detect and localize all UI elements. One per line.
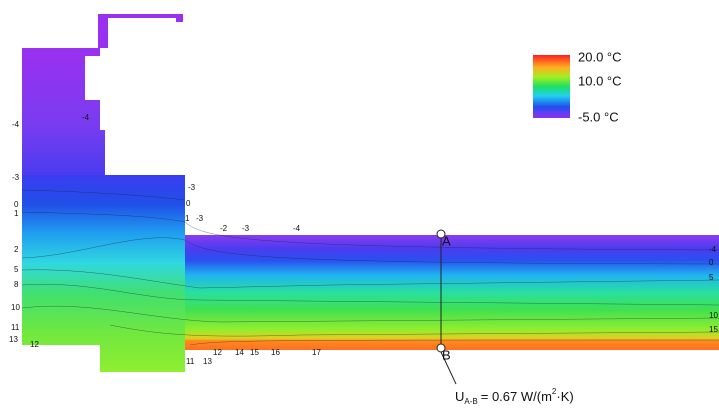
legend-label: -5.0 °C bbox=[578, 109, 619, 124]
legend-scale bbox=[533, 55, 570, 118]
isotherm-label: 14 bbox=[235, 348, 244, 357]
isotherm-label: -3 bbox=[196, 214, 204, 223]
legend-label: 20.0 °C bbox=[578, 49, 622, 64]
isotherm-label: 0 bbox=[709, 258, 714, 267]
isotherm-label: 13 bbox=[203, 357, 212, 366]
isotherm-label: -2 bbox=[220, 224, 228, 233]
isotherm-label: -4 bbox=[709, 245, 717, 254]
isotherm-label: 5 bbox=[709, 273, 714, 282]
isotherm-label: -4 bbox=[293, 224, 301, 233]
isotherm-label: 1 bbox=[14, 209, 19, 218]
isotherm-label: 16 bbox=[271, 348, 280, 357]
isotherm-label: 0 bbox=[14, 200, 19, 209]
isotherm-label: 17 bbox=[312, 348, 321, 357]
isotherm-label: 1 bbox=[185, 214, 190, 223]
isotherm-label: -3 bbox=[188, 183, 196, 192]
legend-label: 10.0 °C bbox=[578, 73, 622, 88]
thermal-plot: -4-4-30125810111312-301-3-2-3-4-40510151… bbox=[0, 0, 719, 410]
u-tail: ·K) bbox=[556, 389, 573, 404]
isotherm-label: 11 bbox=[11, 323, 20, 332]
isotherm-label: 10 bbox=[709, 311, 718, 320]
isotherm-label: 8 bbox=[14, 280, 19, 289]
isotherm-label: -4 bbox=[12, 120, 20, 129]
isotherm-label: -3 bbox=[242, 224, 250, 233]
isotherm-label: 5 bbox=[14, 265, 19, 274]
isotherm-label: 0 bbox=[186, 199, 191, 208]
u-value: UA-B= 0.67 W/(m2·K) bbox=[455, 387, 574, 406]
isotherm-label: 13 bbox=[9, 335, 18, 344]
point-label: B bbox=[442, 347, 451, 362]
u-text: = 0.67 W/(m bbox=[481, 389, 552, 404]
isotherm-label: -3 bbox=[12, 173, 20, 182]
isotherm-label: 15 bbox=[250, 348, 259, 357]
isotherm-label: 10 bbox=[11, 303, 20, 312]
point-label: A bbox=[442, 233, 451, 248]
isotherm-label: 11 bbox=[186, 357, 195, 366]
frame-profile bbox=[22, 48, 105, 175]
isotherm-label: 12 bbox=[30, 340, 39, 349]
u-subscript: A-B bbox=[464, 397, 477, 406]
diagram: -4-4-30125810111312-301-3-2-3-4-40510151… bbox=[0, 0, 719, 410]
frame-top bbox=[98, 14, 183, 48]
isotherm-label: 15 bbox=[709, 325, 718, 334]
wall-section bbox=[22, 175, 205, 372]
isotherm-label: -4 bbox=[82, 113, 90, 122]
u-symbol: U bbox=[455, 389, 464, 404]
isotherm-label: 12 bbox=[213, 348, 222, 357]
isotherm-label: 2 bbox=[14, 245, 19, 254]
